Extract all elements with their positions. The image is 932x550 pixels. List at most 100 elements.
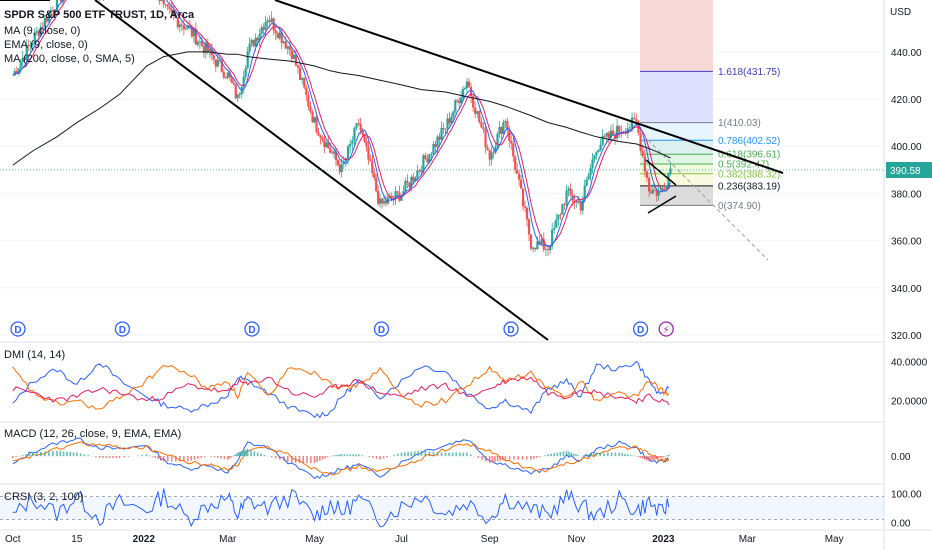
candle-body <box>611 130 615 136</box>
candle-body <box>525 207 529 220</box>
candle-body <box>450 116 453 124</box>
macd-histogram-bar <box>668 454 670 457</box>
candle-body <box>224 77 227 79</box>
macd-histogram-bar <box>403 452 406 457</box>
candle-body <box>268 20 271 23</box>
macd-histogram-bar <box>517 456 519 460</box>
fib-level-label: 0.382(388.32) <box>718 169 780 180</box>
time-tick-label: Oct <box>5 534 21 545</box>
candle-body <box>365 141 368 147</box>
wedge-upper-line[interactable] <box>645 159 677 186</box>
time-tick-label: Mar <box>219 534 237 545</box>
candle-body <box>452 111 455 117</box>
macd-histogram-bar <box>538 456 541 458</box>
macd-histogram-bar <box>386 456 388 458</box>
macd-histogram-bar <box>603 452 605 457</box>
candle-body <box>426 158 429 163</box>
macd-histogram-bar <box>309 456 312 464</box>
time-axis[interactable]: Oct 15 2022 Mar May Jul Sep Nov 2023 Mar May <box>5 534 844 545</box>
macd-histogram-bar <box>313 456 316 464</box>
candle-body <box>41 26 44 28</box>
price-tick-label: 360.00 <box>891 237 922 248</box>
macd-histogram-bar <box>559 451 562 457</box>
macd-title[interactable]: MACD (12, 26, close, 9, EMA, EMA) <box>4 428 181 440</box>
macd-histogram-bar <box>108 456 111 458</box>
candle-body <box>378 198 382 204</box>
candle-body <box>458 100 461 104</box>
macd-pane[interactable] <box>12 437 670 480</box>
candle-body <box>180 24 183 26</box>
candle-body <box>384 200 388 204</box>
candle-body <box>325 142 328 147</box>
macd-histogram-bar <box>333 455 335 457</box>
candle-body <box>367 146 370 160</box>
macd-histogram-bar <box>508 456 511 460</box>
macd-histogram-bar <box>316 456 319 462</box>
macd-histogram-bar <box>572 453 575 457</box>
macd-histogram-bar <box>432 451 435 457</box>
macd-histogram-bar <box>448 452 450 457</box>
dividend-marker-label: D <box>507 325 514 336</box>
candle-body <box>613 135 617 139</box>
macd-histogram-bar <box>343 454 346 457</box>
macd-histogram-bar <box>641 456 644 459</box>
macd-histogram-bar <box>223 456 226 460</box>
macd-histogram-bar <box>213 456 216 458</box>
candle-body <box>377 191 380 204</box>
price-pane[interactable] <box>12 0 672 257</box>
candle-body <box>164 4 167 6</box>
candle-body <box>410 176 413 187</box>
macd-histogram-bar <box>298 456 301 464</box>
macd-histogram-bar <box>118 456 121 458</box>
candle-body <box>178 24 181 28</box>
macd-histogram-bar <box>44 451 46 457</box>
candle-body <box>323 139 326 147</box>
price-axis[interactable]: 320.00 340.00 360.00 380.00 400.00 420.00 440.… <box>891 48 928 529</box>
dmi-pane[interactable] <box>12 360 670 419</box>
indicator-tick-label: 100.00 <box>891 490 922 501</box>
split-marker <box>658 321 674 337</box>
upper-channel-trendline[interactable] <box>274 0 784 174</box>
indicator-ema-label[interactable]: EMA (9, close, 0) <box>4 39 88 51</box>
wedge-lower-line[interactable] <box>647 195 677 214</box>
candle-body <box>663 188 666 190</box>
macd-histogram-bar <box>639 456 642 458</box>
macd-histogram-bar <box>294 456 297 464</box>
macd-histogram-bar <box>458 452 461 457</box>
price-tick-label: 380.00 <box>891 189 922 200</box>
candle-body <box>278 32 281 39</box>
candle-body <box>502 122 505 135</box>
crsi-pane[interactable] <box>0 488 884 528</box>
symbol-title[interactable]: SPDR S&P 500 ETF TRUST, 1D, Arca <box>4 9 195 21</box>
candle-body <box>463 88 467 89</box>
candle-body <box>408 182 411 187</box>
candle-body <box>476 111 479 114</box>
dmi-title[interactable]: DMI (14, 14) <box>4 349 65 361</box>
candle-body <box>607 132 610 138</box>
dividend-marker <box>373 321 390 337</box>
macd-histogram-bar <box>577 455 580 457</box>
macd-histogram-bar <box>440 452 443 457</box>
macd-histogram-bar <box>661 456 663 458</box>
macd-histogram-bar <box>407 451 409 457</box>
candle-body <box>538 241 541 245</box>
macd-histogram-bar <box>355 454 357 457</box>
macd-histogram-bar <box>166 456 169 462</box>
candle-body <box>639 133 642 151</box>
macd-histogram-bar <box>256 452 259 457</box>
indicator-ma-label[interactable]: MA (9, close, 0) <box>4 25 80 37</box>
crsi-title[interactable]: CRSI (3, 2, 100) <box>4 491 83 503</box>
event-markers[interactable]: D D D D D D ⚡ <box>10 321 674 337</box>
macd-histogram-bar <box>659 456 662 458</box>
candle-body <box>305 87 308 95</box>
candle-body <box>653 189 656 191</box>
indicator-ma200-label[interactable]: MA (200, close, 0, SMA, 5) <box>4 53 135 65</box>
candle-body <box>579 202 582 211</box>
macd-histogram-bar <box>179 456 181 462</box>
candle-body <box>628 127 632 129</box>
macd-histogram-bar <box>436 451 439 457</box>
macd-histogram-bar <box>361 455 364 457</box>
macd-histogram-bar <box>175 456 177 462</box>
macd-histogram-bar <box>326 456 329 458</box>
candle-body <box>258 33 261 41</box>
